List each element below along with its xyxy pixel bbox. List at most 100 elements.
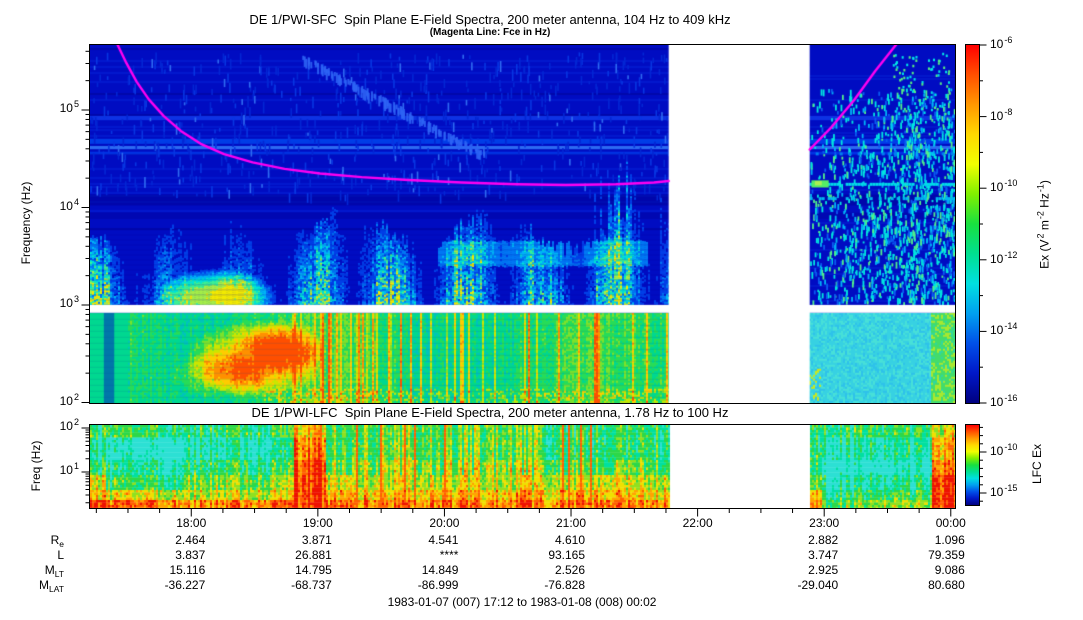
lfc-title: DE 1/PWI-LFC Spin Plane E-Field Spectra,… [251,405,729,420]
sfc-title: DE 1/PWI-SFC Spin Plane E-Field Spectra,… [249,12,731,27]
ephemeris-value: 2.882 [808,533,839,547]
row-label-base: R [50,533,60,547]
power-exponent: 4 [73,196,79,207]
sfc-y-tick-label: 105 [31,99,79,116]
sfc-colorbar [965,44,980,404]
lfc-colorbar-ticks [980,426,987,502]
power-exponent: 3 [73,294,79,304]
time-tick-label: 20:00 [429,516,460,530]
sfc-y-axis-ticks [81,50,89,403]
sfc-spectrogram-canvas [90,45,955,403]
power-base: 10 [59,296,73,310]
ephemeris-value: 9.086 [934,563,965,577]
lfc-colorbar-label: LFC Ex [1030,444,1044,485]
ephemeris-value: 93.165 [548,548,586,562]
ephemeris-value: **** [439,548,459,562]
cb1-label-sup: -2 [1035,211,1046,220]
power-base: 10 [990,37,1004,51]
ephemeris-value: 26.881 [295,548,332,562]
power-exponent: 1 [73,461,79,471]
power-exponent: -14 [1004,321,1018,332]
ephemeris-value: -36.227 [164,578,206,592]
power-base: 10 [59,463,73,477]
time-tick-label: 21:00 [556,516,587,530]
ephemeris-value: 4.541 [428,533,459,547]
ephemeris-value: 2.925 [808,563,839,577]
power-base: 10 [990,108,1004,123]
time-tick-label: 22:00 [682,516,713,530]
lfc-spectrogram-panel [89,424,956,509]
sfc-colorbar-tick-label: 10-14 [990,321,1018,338]
power-base: 10 [990,323,1004,338]
ephemeris-value: 1.096 [934,533,965,547]
ephemeris-row-label-l: L [4,548,64,563]
ephemeris-value: 4.610 [554,533,586,547]
ephemeris-value: 14.849 [421,563,459,577]
power-base: 10 [990,395,1004,409]
row-label-sub: LT [54,569,64,579]
power-exponent: -12 [1004,249,1018,260]
lfc-colorbar [965,424,980,506]
ephemeris-value: -68.737 [291,578,332,592]
sfc-colorbar-tick-label: 10-10 [990,178,1018,195]
lfc-y-tick-label: 101 [31,461,79,478]
sfc-colorbar-label: Ex (V2 m-2 Hz-1) [1035,140,1053,310]
cb1-label-part: Ex (V [1037,239,1052,269]
power-exponent: -10 [1004,178,1018,189]
ephemeris-value: 80.680 [928,578,965,592]
cb1-label-sup: 2 [1035,233,1046,239]
sfc-colorbar-tick-label: 10-8 [990,106,1013,124]
sfc-colorbar-ticks [980,44,987,404]
cb1-label-part: m [1037,220,1052,234]
ephemeris-value: 15.116 [169,563,206,577]
sfc-subtitle: (Magenta Line: Fce in Hz) [429,27,551,38]
power-exponent: -10 [1004,442,1018,452]
time-range-footer: 1983-01-07 (007) 17:12 to 1983-01-08 (00… [387,595,657,609]
cb1-label-sup: -1 [1035,184,1046,193]
sfc-colorbar-tick-label: 10-12 [990,249,1018,267]
lfc-y-tick-label: 102 [31,417,79,434]
ephemeris-row-label-mlt: MLT [4,563,64,579]
lfc-y-axis-ticks [81,427,89,504]
sfc-y-axis-label: Frequency (Hz) [19,181,33,265]
power-base: 10 [990,485,1004,499]
time-tick-label: 19:00 [302,516,333,530]
ephemeris-value: 3.747 [808,548,839,562]
ephemeris-value: 3.837 [175,548,206,562]
ephemeris-value: 79.359 [928,548,965,562]
time-tick-label: 23:00 [809,516,840,530]
power-base: 10 [59,393,73,408]
row-label-base: L [57,548,64,562]
ephemeris-value: -76.828 [544,578,586,592]
power-base: 10 [59,419,73,433]
power-exponent: -6 [1004,35,1013,45]
cb1-label-part: Hz [1037,193,1052,212]
power-base: 10 [59,198,73,213]
ephemeris-value: 2.464 [175,533,206,547]
time-tick-label: 00:00 [935,516,966,530]
row-label-sub: LAT [49,584,64,594]
row-label-base: M [44,563,55,577]
power-exponent: -8 [1004,106,1013,117]
ephemeris-value: 2.526 [554,563,586,577]
lfc-colorbar-tick-label: 10-10 [990,442,1018,459]
power-base: 10 [59,101,73,115]
ephemeris-value: 3.871 [301,533,332,547]
sfc-spectrogram-panel [89,44,956,404]
lfc-colorbar-tick-label: 10-15 [990,483,1018,500]
power-base: 10 [990,251,1004,266]
ephemeris-row-label-re: Re [4,533,64,549]
power-exponent: -15 [1004,483,1018,493]
ephemeris-value: -29.040 [797,578,839,592]
sfc-y-tick-label: 104 [31,196,79,214]
row-label-sub: e [59,539,64,549]
power-exponent: 2 [73,391,79,402]
sfc-colorbar-tick-label: 10-16 [990,393,1018,410]
power-exponent: 2 [73,417,79,427]
row-label-base: M [39,578,50,592]
ephemeris-value: 14.795 [295,563,332,577]
power-base: 10 [990,444,1004,458]
power-exponent: -16 [1004,393,1018,403]
time-tick-label: 18:00 [176,516,207,530]
